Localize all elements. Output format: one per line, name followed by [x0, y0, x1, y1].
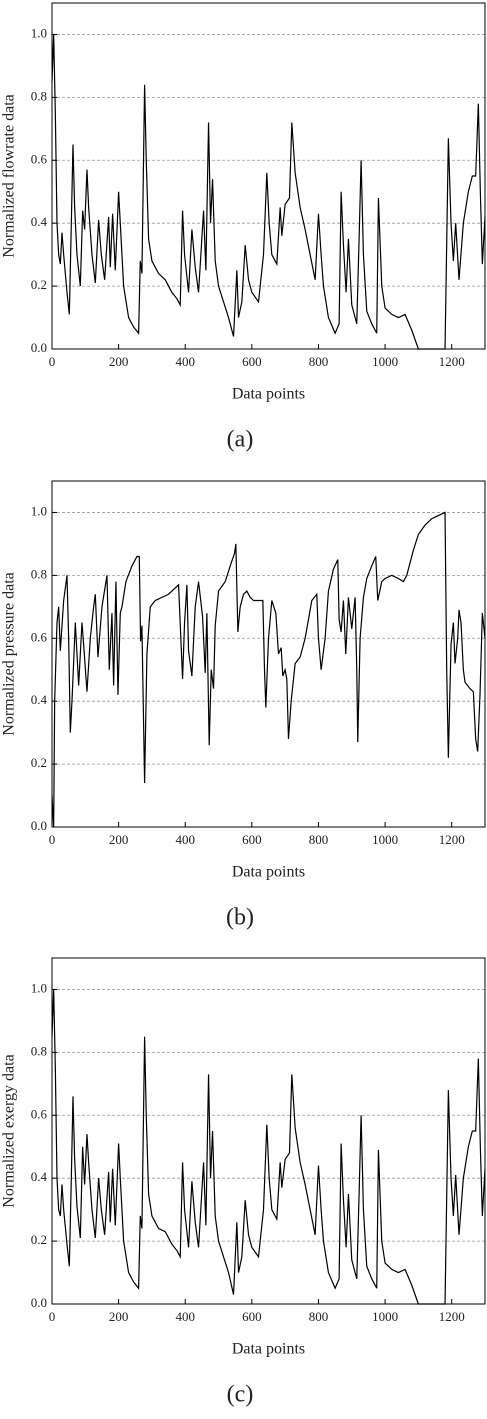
x-tick-label: 200 — [109, 354, 129, 369]
x-tick-label: 800 — [309, 832, 329, 847]
x-tick-label: 600 — [242, 832, 262, 847]
data-line — [51, 989, 486, 1305]
x-tick-label: 600 — [242, 1309, 262, 1324]
x-tick-label: 1000 — [372, 832, 398, 847]
y-axis-label: Normalized exergy data — [1, 1054, 18, 1207]
y-tick-label: 0.4 — [31, 692, 48, 707]
x-tick-label: 800 — [309, 354, 329, 369]
x-tick-label: 600 — [242, 354, 262, 369]
x-tick-label: 0 — [49, 354, 56, 369]
caption: (c) — [227, 1382, 254, 1408]
x-tick-label: 800 — [309, 1309, 329, 1324]
x-axis-label: Data points — [232, 1341, 305, 1358]
y-tick-label: 0.6 — [31, 629, 48, 644]
x-tick-label: 0 — [49, 832, 56, 847]
y-tick-label: 0.4 — [31, 1169, 48, 1184]
y-tick-label: 0.0 — [31, 818, 47, 833]
data-line — [51, 34, 486, 350]
y-tick-label: 0.8 — [31, 88, 47, 103]
x-tick-label: 0 — [49, 1309, 56, 1324]
y-tick-label: 1.0 — [31, 25, 47, 40]
y-tick-label: 0.6 — [31, 151, 48, 166]
x-axis-label: Data points — [232, 864, 305, 881]
y-tick-label: 0.0 — [31, 1295, 47, 1310]
x-tick-label: 1200 — [439, 832, 465, 847]
y-tick-label: 0.2 — [31, 277, 47, 292]
y-tick-label: 1.0 — [31, 503, 47, 518]
y-tick-label: 0.4 — [31, 214, 48, 229]
data-line — [51, 511, 486, 828]
x-tick-label: 1000 — [372, 354, 398, 369]
x-tick-label: 400 — [175, 1309, 195, 1324]
y-tick-label: 0.0 — [31, 340, 47, 355]
x-tick-label: 400 — [175, 354, 195, 369]
x-tick-label: 400 — [175, 832, 195, 847]
x-tick-label: 200 — [109, 1309, 129, 1324]
x-tick-label: 1000 — [372, 1309, 398, 1324]
y-tick-label: 0.2 — [31, 755, 47, 770]
x-tick-label: 200 — [109, 832, 129, 847]
y-tick-label: 0.8 — [31, 1043, 47, 1058]
plot-frame — [51, 2, 486, 350]
x-axis-label: Data points — [232, 386, 305, 403]
y-tick-label: 1.0 — [31, 980, 47, 995]
y-tick-label: 0.6 — [31, 1106, 48, 1121]
plot-frame — [51, 957, 486, 1305]
caption: (a) — [227, 427, 254, 453]
y-axis-label: Normalized pressure data — [1, 572, 18, 735]
x-tick-label: 1200 — [439, 354, 465, 369]
y-tick-label: 0.8 — [31, 566, 47, 581]
y-tick-label: 0.2 — [31, 1232, 47, 1247]
plot-frame — [51, 480, 486, 828]
x-tick-label: 1200 — [439, 1309, 465, 1324]
caption: (b) — [226, 905, 254, 931]
y-axis-label: Normalized flowrate data — [1, 94, 18, 257]
